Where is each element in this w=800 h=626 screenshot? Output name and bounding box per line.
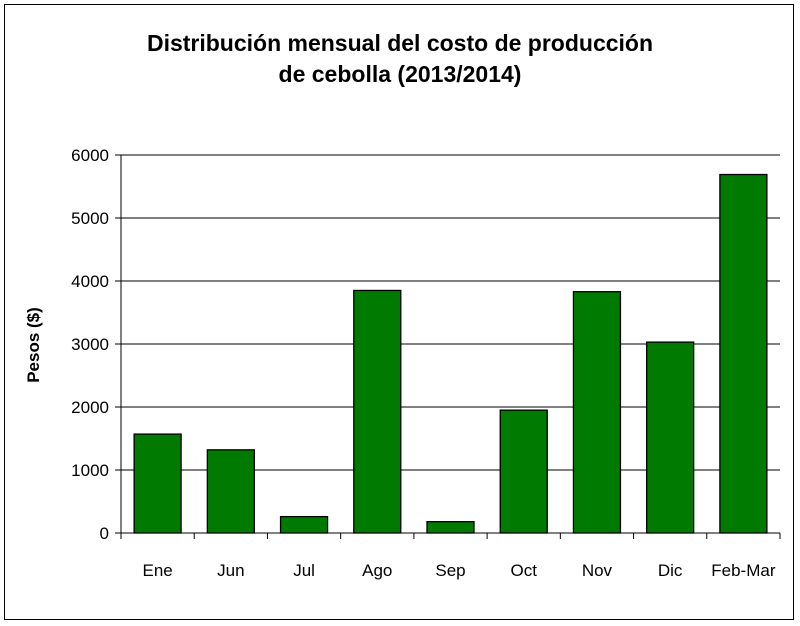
- x-tick-label: Dic: [658, 561, 683, 580]
- bar-oct: [499, 409, 548, 534]
- bar-feb-mar: [719, 173, 768, 534]
- x-tick-label: Oct: [510, 561, 537, 580]
- y-tick-label: 3000: [71, 335, 109, 354]
- y-axis-label: Pesos ($): [24, 307, 43, 383]
- y-tick-label: 2000: [71, 398, 109, 417]
- y-tick-label: 6000: [71, 146, 109, 165]
- bars: [133, 173, 768, 534]
- bar-ene: [133, 433, 182, 534]
- bar-jun: [206, 449, 255, 534]
- y-tick-label: 0: [100, 524, 109, 543]
- y-tick-label: 1000: [71, 461, 109, 480]
- bar-dic: [646, 341, 695, 534]
- x-tick-label: Sep: [435, 561, 465, 580]
- y-tick-label: 4000: [71, 272, 109, 291]
- bar-sep: [426, 521, 475, 534]
- chart-title-line-2: de cebolla (2013/2014): [278, 61, 522, 87]
- bar-ago: [353, 289, 402, 534]
- chart-title-line-1: Distribución mensual del costo de produc…: [146, 30, 654, 56]
- x-tick-label: Nov: [582, 561, 613, 580]
- chart-title: Distribución mensual del costo de produc…: [0, 28, 800, 90]
- bar-nov: [572, 291, 622, 534]
- tick-labels: 0 1000 2000 3000 4000 5000 6000 Ene Jun Jul Ago Sep…: [71, 146, 776, 580]
- x-tick-label: Ago: [362, 561, 392, 580]
- x-tick-label: Jul: [293, 561, 315, 580]
- x-tick-label: Feb-Mar: [711, 561, 776, 580]
- x-tick-label: Ene: [142, 561, 172, 580]
- x-tick-label: Jun: [217, 561, 244, 580]
- bar-jul: [279, 515, 329, 534]
- y-tick-label: 5000: [71, 209, 109, 228]
